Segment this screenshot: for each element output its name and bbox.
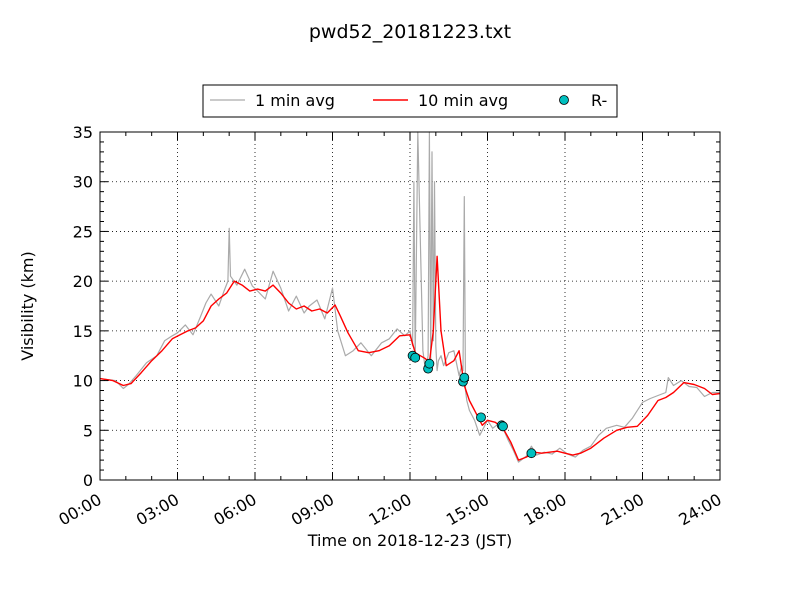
markers-layer — [407, 350, 537, 459]
y-tick-label: 35 — [73, 123, 93, 142]
legend-box — [202, 84, 618, 118]
legend: 1 min avg 10 min avg R- — [202, 84, 618, 118]
legend-label-rain: R- — [591, 91, 607, 110]
y-tick-label: 25 — [73, 222, 93, 241]
rain-marker-point — [476, 412, 486, 423]
y-tick-label: 20 — [73, 272, 93, 291]
legend-marker-rain — [559, 95, 569, 105]
y-tick-label: 0 — [83, 471, 93, 490]
plot-area-frame — [99, 131, 721, 481]
legend-label-10min: 10 min avg — [418, 91, 508, 110]
x-axis-title: Time on 2018-12-23 (JST) — [307, 531, 512, 550]
rain-marker-point — [498, 421, 508, 432]
y-tick-label: 5 — [83, 421, 93, 440]
y-tick-label: 30 — [73, 173, 93, 192]
y-tick-label: 15 — [73, 322, 93, 341]
chart-title: pwd52_20181223.txt — [309, 21, 511, 43]
y-axis-title: Visibility (km) — [18, 251, 37, 360]
series-line-10min-avg — [99, 255, 721, 461]
legend-label-1min: 1 min avg — [255, 91, 335, 110]
rain-marker-point — [424, 358, 435, 369]
rain-marker-point — [410, 352, 421, 363]
rain-marker-point — [526, 448, 537, 459]
rain-marker-point — [459, 372, 470, 383]
y-tick-label: 10 — [73, 372, 93, 391]
